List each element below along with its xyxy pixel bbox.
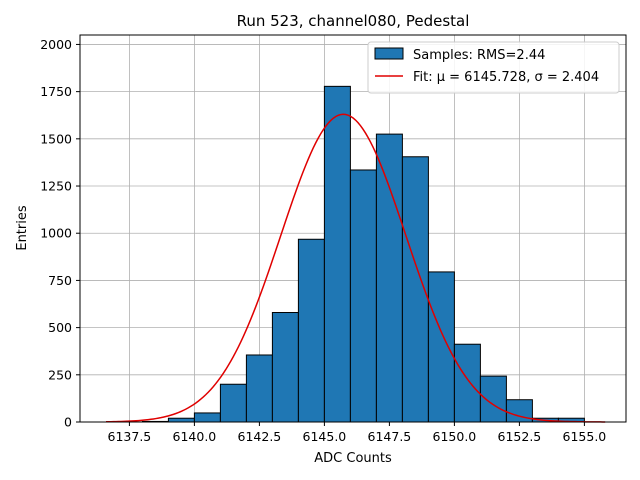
histogram-bar <box>219 383 247 423</box>
x-tick-label: 6152.5 <box>498 429 542 444</box>
y-tick-label: 1500 <box>40 131 72 146</box>
y-tick-label: 1750 <box>40 84 72 99</box>
legend-box <box>367 41 620 94</box>
legend-fit-label: Fit: μ = 6145.728, σ = 2.404 <box>413 70 599 85</box>
x-tick-label: 6137.5 <box>108 429 152 444</box>
x-axis-label: ADC Counts <box>314 451 392 466</box>
y-tick-label: 750 <box>48 273 72 288</box>
histogram-bar <box>167 417 195 423</box>
histogram-bar <box>427 271 455 423</box>
legend-samples-swatch <box>374 47 404 60</box>
histogram-bar <box>245 354 273 423</box>
x-axis-ticks: 6137.5 6140.0 6142.5 6145.0 6147.5 6150.0 6152… <box>108 422 607 444</box>
x-tick-label: 6155.0 <box>563 429 607 444</box>
y-tick-label: 500 <box>48 320 72 335</box>
x-tick-label: 6150.0 <box>433 429 477 444</box>
x-tick-label: 6140.0 <box>173 429 217 444</box>
legend-samples-label: Samples: RMS=2.44 <box>413 48 545 63</box>
histogram-bar <box>297 238 325 423</box>
y-tick-label: 2000 <box>40 37 72 52</box>
histogram-bar <box>375 133 403 423</box>
histogram-bar <box>193 412 221 423</box>
y-tick-label: 1250 <box>40 179 72 194</box>
y-tick-label: 0 <box>64 415 72 430</box>
y-tick-label: 250 <box>48 367 72 382</box>
histogram-bar <box>323 85 351 423</box>
y-axis-ticks: 0 250 500 750 1000 1250 1500 1750 2000 <box>40 37 80 430</box>
histogram-bar <box>453 343 481 423</box>
histogram-bar <box>479 375 507 423</box>
y-axis-label: Entries <box>15 205 30 251</box>
x-tick-label: 6147.5 <box>368 429 412 444</box>
x-tick-label: 6142.5 <box>238 429 282 444</box>
x-tick-label: 6145.0 <box>303 429 347 444</box>
legend: Samples: RMS=2.44 Fit: μ = 6145.728, σ =… <box>367 41 620 94</box>
y-tick-label: 1000 <box>40 226 72 241</box>
chart-title: Run 523, channel080, Pedestal <box>237 12 470 30</box>
histogram-bar <box>271 312 299 423</box>
gaussian-fit-curve <box>105 113 606 423</box>
histogram-bars <box>141 85 585 423</box>
plot-frame <box>79 34 627 423</box>
histogram-bar <box>349 169 377 423</box>
